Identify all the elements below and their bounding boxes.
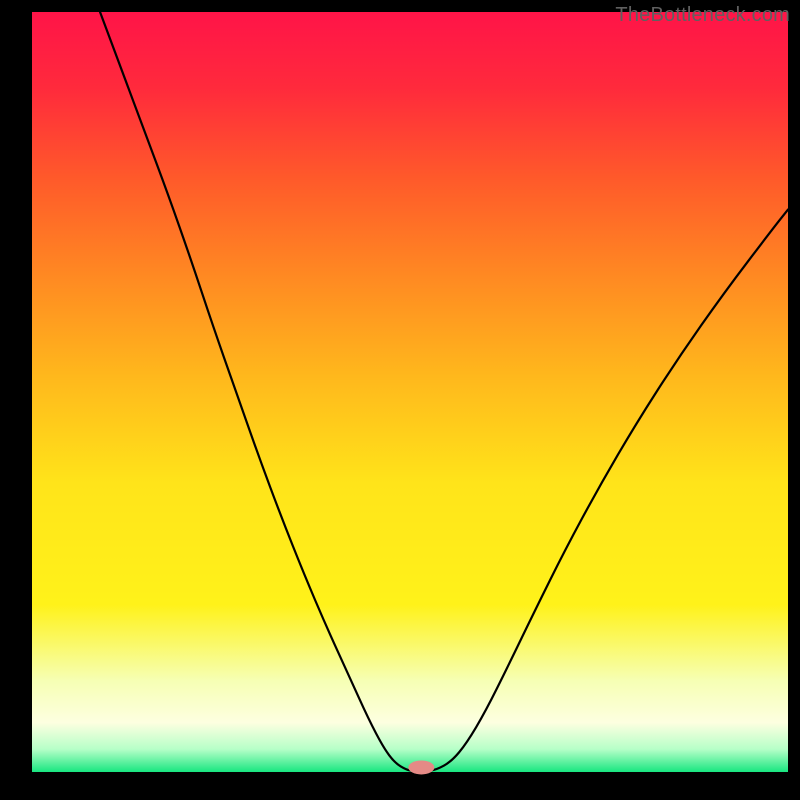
chart-svg [0, 0, 800, 800]
optimal-point-marker [408, 760, 434, 774]
watermark-text: TheBottleneck.com [615, 4, 790, 27]
chart-plot-bg [32, 12, 788, 772]
bottleneck-chart: TheBottleneck.com [0, 0, 800, 800]
